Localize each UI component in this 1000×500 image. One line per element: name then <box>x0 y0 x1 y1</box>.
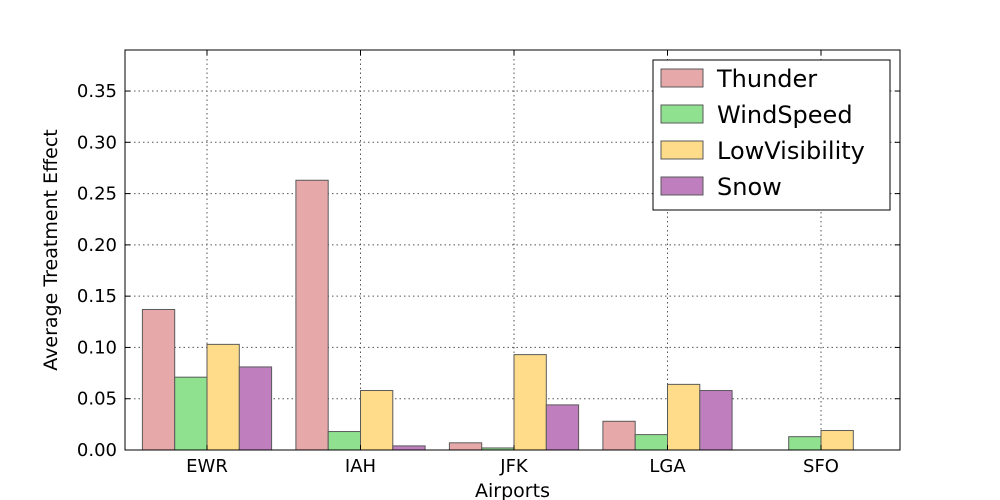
ticks: 0.00 0.05 0.10 0.15 0.20 0.25 0.30 0.35 EWR IAH JF… <box>77 50 900 477</box>
legend-swatch <box>660 140 704 160</box>
y-tick-label: 0.20 <box>77 235 117 256</box>
bar-jfk-thunder <box>448 442 483 451</box>
x-tick-label: LGA <box>649 456 686 477</box>
legend-swatch <box>660 68 704 88</box>
bar-iah-snow <box>392 445 426 451</box>
bar-ewr-snow <box>238 366 273 451</box>
bar-lga-snow <box>699 390 733 451</box>
bar-jfk-lowvisibility <box>513 354 547 451</box>
bar-iah-lowvisibility <box>360 390 394 451</box>
bar-iah-thunder <box>295 179 329 451</box>
legend-label: LowVisibility <box>717 137 865 165</box>
bar-ewr-thunder <box>141 308 176 451</box>
x-tick-label: SFO <box>803 456 839 477</box>
bar-lga-windspeed <box>634 434 669 451</box>
plot-frame <box>124 49 901 451</box>
bar-lga-lowvisibility <box>667 383 701 451</box>
legend: Thunder WindSpeed LowVisibility Snow <box>652 59 891 211</box>
y-tick-label: 0.25 <box>77 184 117 205</box>
x-tick-label: JFK <box>499 456 529 477</box>
bars <box>141 179 854 451</box>
legend-swatch <box>660 176 704 196</box>
legend-label: Snow <box>717 173 782 201</box>
legend-label: Thunder <box>716 65 817 93</box>
legend-label: WindSpeed <box>717 101 853 129</box>
legend-swatch <box>660 104 704 124</box>
bar-iah-windspeed <box>327 431 362 451</box>
y-tick-label: 0.05 <box>77 389 117 410</box>
x-tick-label: EWR <box>186 456 228 477</box>
x-axis-label: Airports <box>475 480 550 500</box>
x-tick-label: IAH <box>345 456 376 477</box>
bar-sfo-windspeed <box>788 436 822 451</box>
y-tick-label: 0.30 <box>77 132 117 153</box>
bar-lga-thunder <box>602 420 636 451</box>
bar-ewr-lowvisibility <box>206 343 240 451</box>
y-tick-label: 0.10 <box>77 337 117 358</box>
y-tick-label: 0.00 <box>77 440 117 461</box>
bar-sfo-lowvisibility <box>820 430 854 451</box>
y-tick-label: 0.15 <box>77 286 117 307</box>
bar-jfk-snow <box>545 404 580 451</box>
bar-ewr-windspeed <box>174 376 208 451</box>
y-tick-label: 0.35 <box>77 81 117 102</box>
y-axis-label: Average Treatment Effect <box>40 129 62 370</box>
